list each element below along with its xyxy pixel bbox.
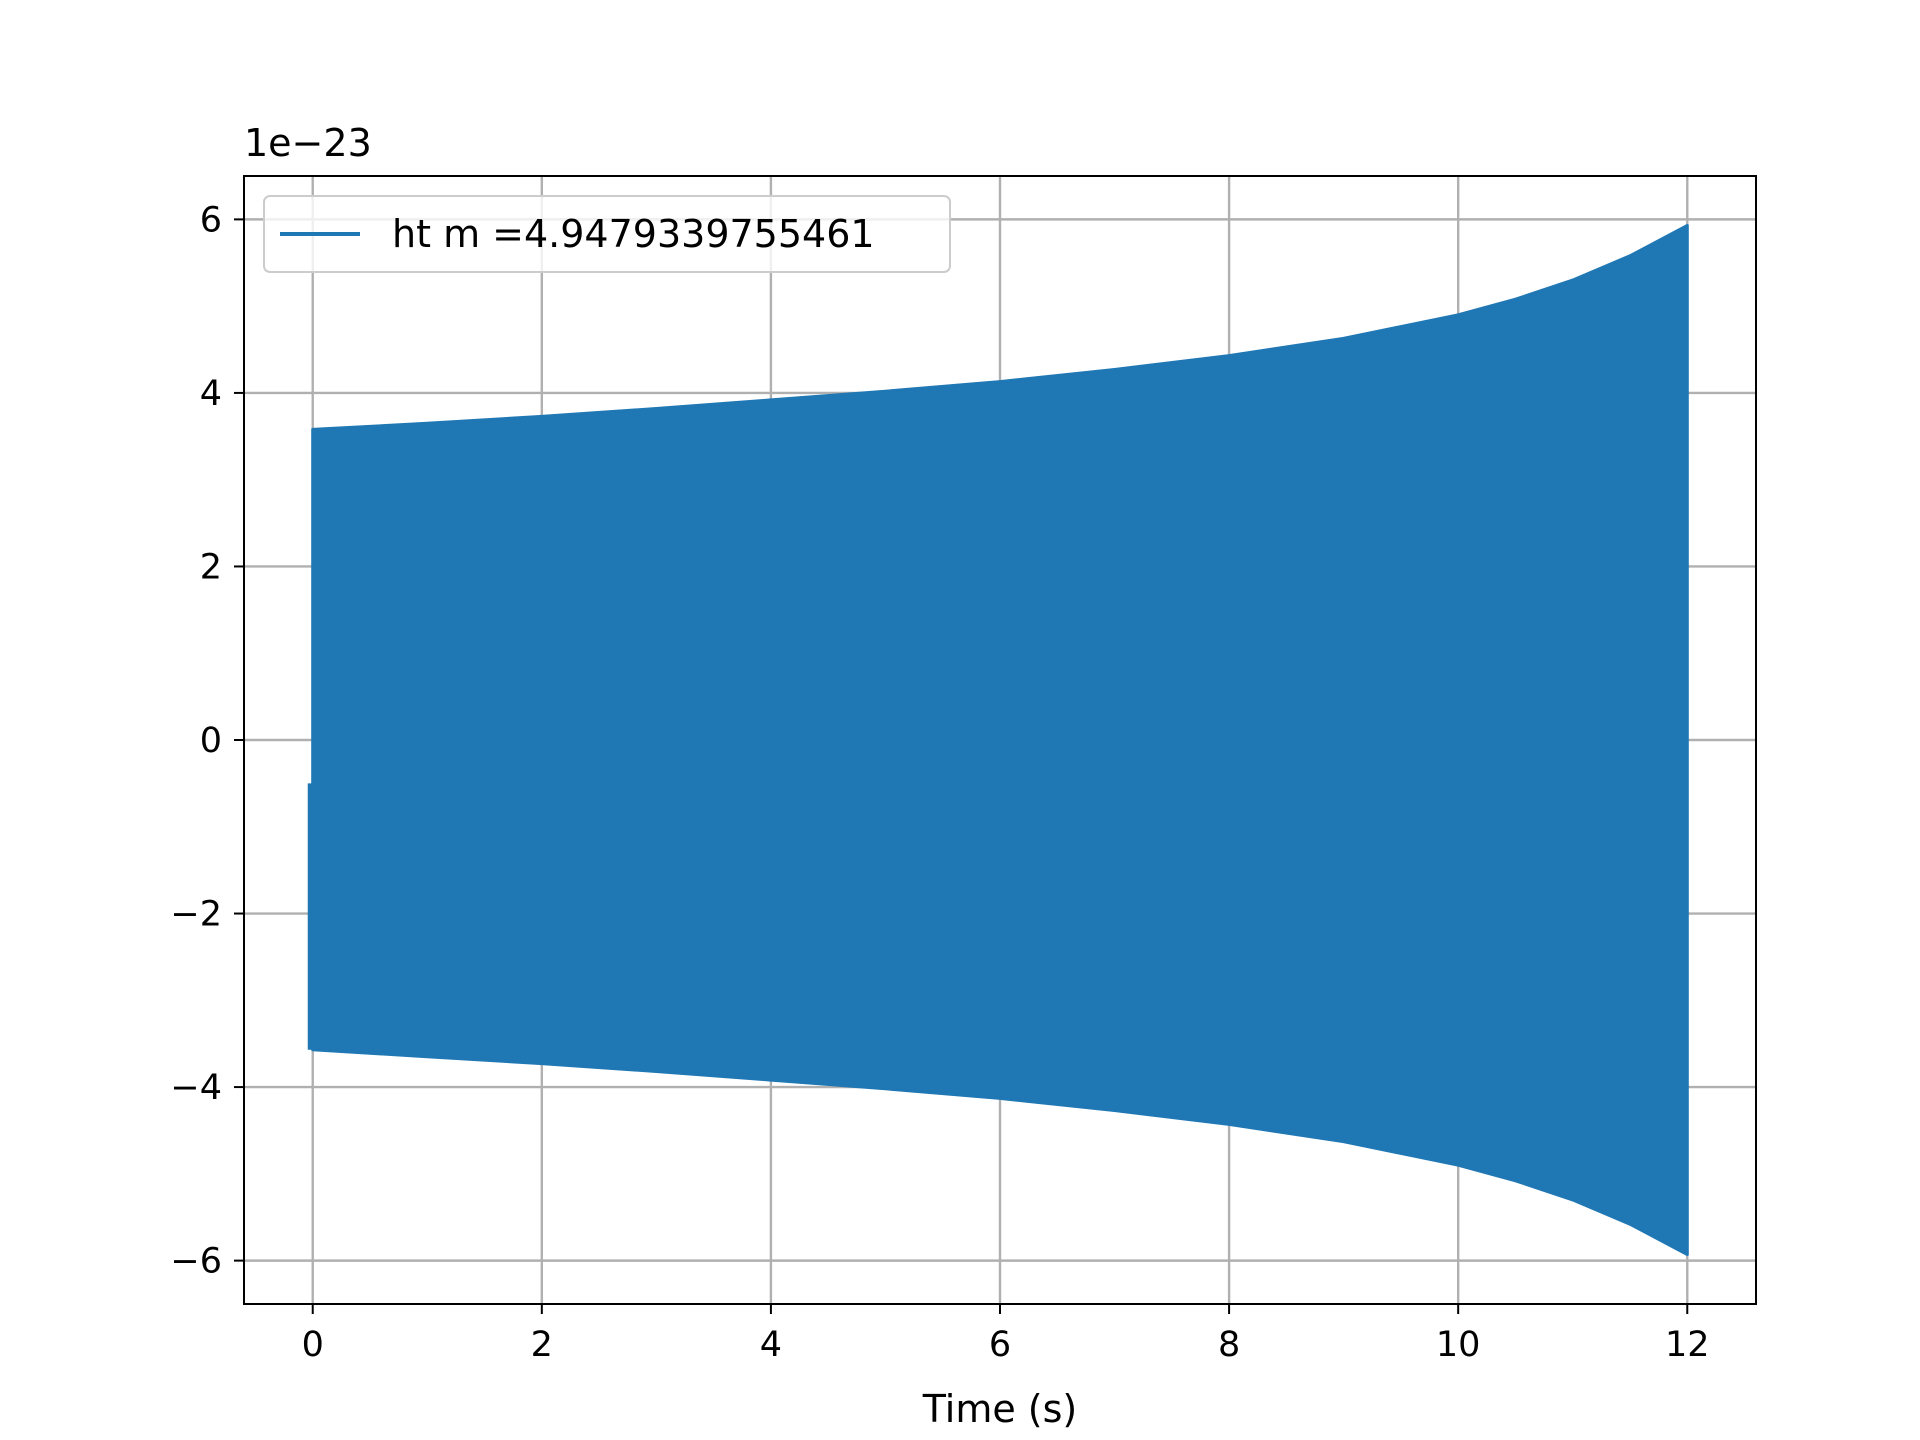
x-tick-label: 0	[302, 1325, 324, 1365]
y-tick-label: 0	[200, 721, 222, 761]
legend-box	[263, 195, 951, 273]
y-tick-label: −6	[170, 1242, 222, 1282]
y-tick-label: 6	[200, 200, 222, 240]
y-tick-label: 2	[200, 547, 222, 587]
y-tick-label: 4	[200, 374, 222, 414]
series-ht-envelope	[311, 224, 1689, 1256]
x-tick-label: 6	[989, 1325, 1011, 1365]
y-offset-label: 1e−23	[244, 121, 372, 165]
x-tick-label: 12	[1665, 1325, 1710, 1365]
x-tick-label: 10	[1436, 1325, 1481, 1365]
y-tick-label: −2	[170, 895, 222, 935]
x-tick-label: 8	[1218, 1325, 1240, 1365]
y-tick-label: −4	[170, 1068, 222, 1108]
legend-label: ht m =4.9479339755461	[392, 212, 875, 256]
x-axis-label: Time (s)	[922, 1387, 1078, 1431]
series-layer	[307, 224, 1689, 1256]
x-tick-label: 4	[760, 1325, 782, 1365]
x-tick-label: 2	[531, 1325, 553, 1365]
legend: ht m =4.9479339755461	[263, 195, 951, 273]
ticks: 0 2 4 6 8 10 12 −6 −4 −2 0 2 4 6	[170, 200, 1709, 1365]
